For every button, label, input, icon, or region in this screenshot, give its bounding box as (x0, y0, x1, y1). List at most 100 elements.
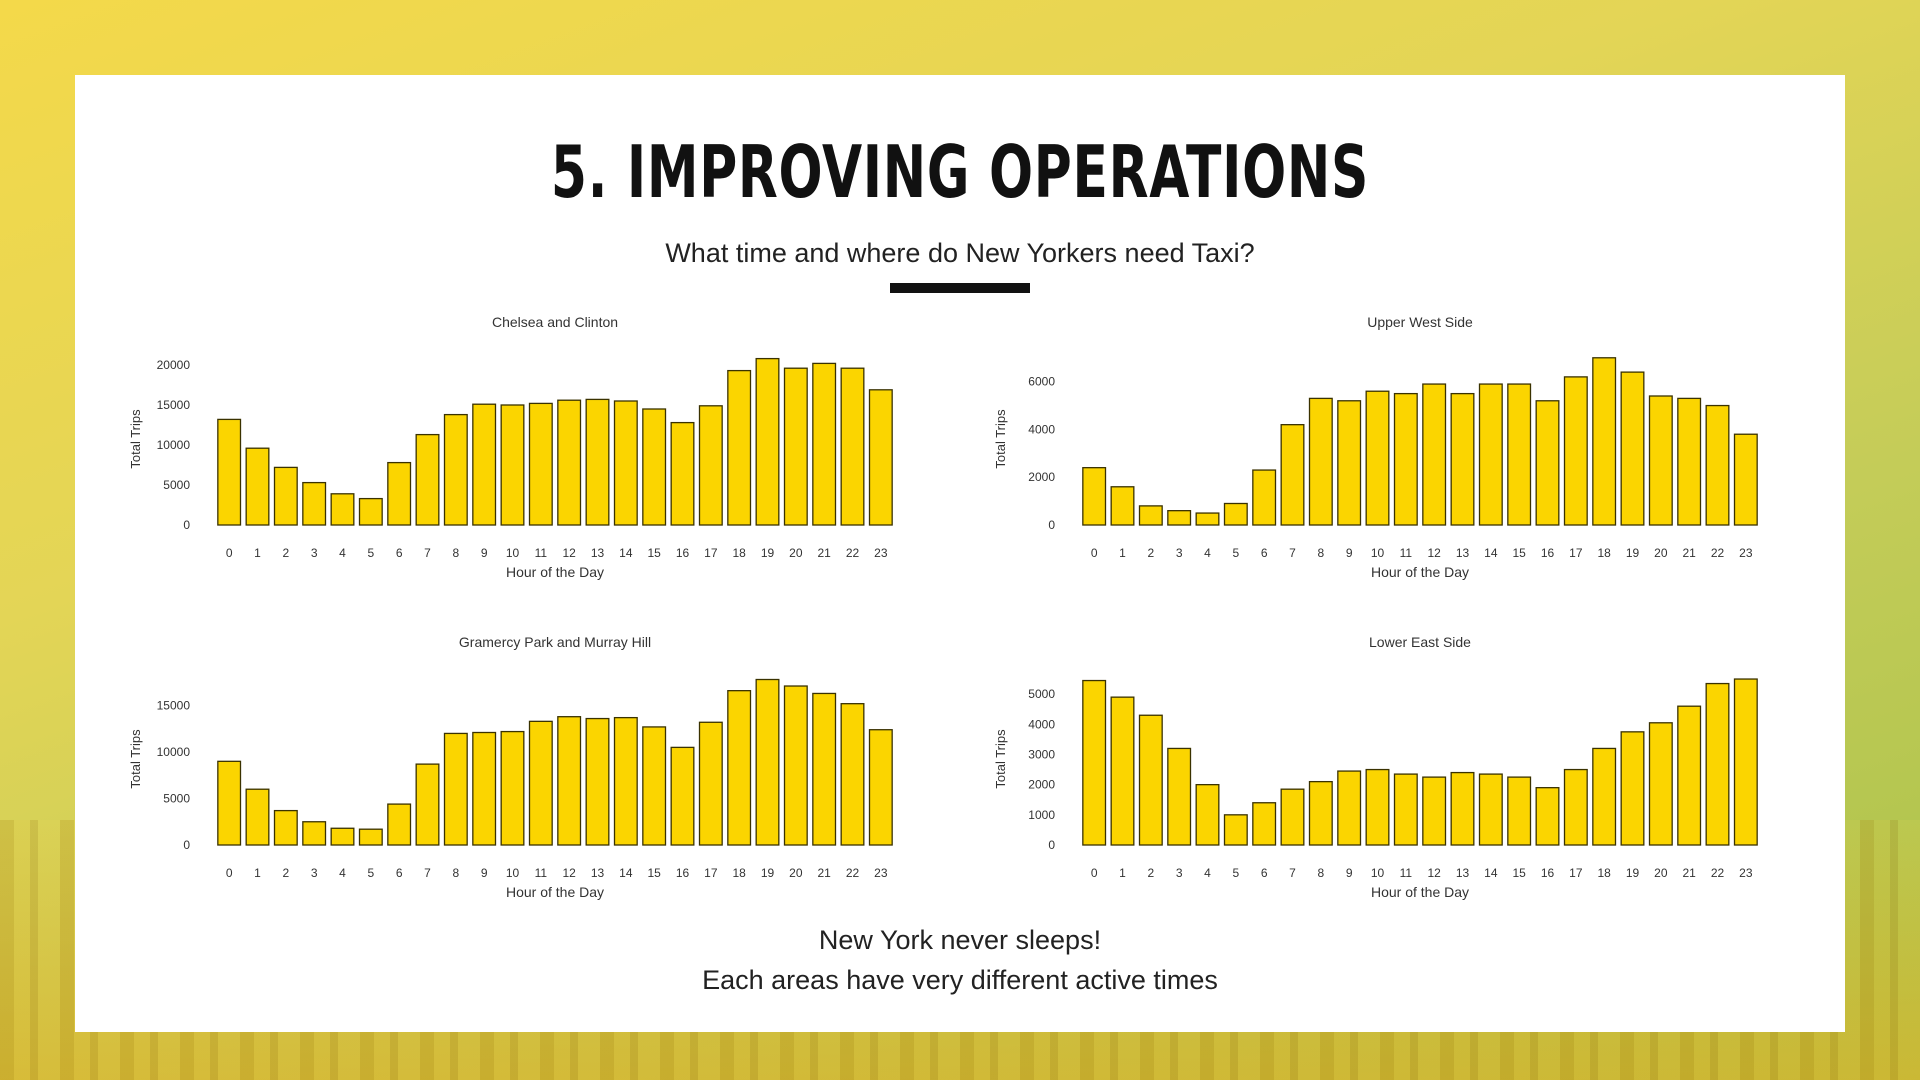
bar-hour-11 (1393, 773, 1418, 846)
x-tick-label: 14 (1484, 866, 1498, 880)
y-tick-label: 0 (1048, 518, 1055, 532)
bar-hour-13 (585, 398, 610, 526)
bar-hour-22 (840, 367, 865, 526)
x-tick-label: 9 (1346, 866, 1353, 880)
x-axis-label: Hour of the Day (506, 564, 604, 580)
x-tick-label: 0 (1091, 866, 1098, 880)
y-tick-label: 2000 (1028, 778, 1055, 792)
bar-hour-21 (812, 692, 837, 846)
y-tick-label: 10000 (157, 438, 191, 452)
x-tick-label: 4 (1204, 546, 1211, 560)
bar-hour-23 (868, 729, 893, 846)
bar-hour-20 (1648, 395, 1673, 526)
bar-hour-8 (443, 413, 468, 526)
x-tick-label: 1 (1119, 866, 1126, 880)
y-tick-label: 5000 (1028, 687, 1055, 701)
x-tick-label: 6 (1261, 546, 1268, 560)
bar-hour-12 (1422, 776, 1447, 846)
bar-hour-19 (755, 357, 780, 526)
bar-hour-2 (1138, 505, 1163, 526)
bar-hour-6 (1252, 469, 1277, 526)
bar-hour-4 (1195, 512, 1220, 526)
bar-hour-12 (557, 399, 582, 526)
bar-hour-5 (1223, 502, 1248, 526)
x-tick-label: 20 (1654, 866, 1668, 880)
x-tick-label: 10 (506, 866, 520, 880)
bar-hour-1 (245, 447, 270, 526)
x-tick-label: 3 (311, 866, 318, 880)
x-tick-label: 23 (1739, 546, 1753, 560)
x-tick-label: 23 (874, 866, 888, 880)
x-tick-label: 20 (789, 866, 803, 880)
chart-svg: Lower East Side Total Trips Hour of the Da… (993, 634, 1758, 900)
x-tick-label: 2 (282, 546, 289, 560)
x-tick-label: 11 (1400, 866, 1413, 880)
x-tick-label: 5 (367, 546, 374, 560)
bar-hour-16 (670, 421, 695, 526)
bar-hour-13 (585, 717, 610, 846)
y-tick-label: 0 (183, 838, 190, 852)
slide-subtitle: What time and where do New Yorkers need … (665, 238, 1255, 268)
bar-hour-18 (727, 369, 752, 526)
x-tick-label: 9 (1346, 546, 1353, 560)
x-tick-label: 6 (1261, 866, 1268, 880)
bar-hour-13 (1450, 392, 1475, 526)
bar-hour-14 (613, 400, 638, 526)
x-tick-label: 7 (424, 546, 431, 560)
bar-hour-14 (1478, 383, 1503, 526)
x-tick-label: 9 (481, 866, 488, 880)
chart-svg: Chelsea and Clinton Total Trips Hour of th… (128, 314, 893, 580)
x-tick-label: 12 (562, 546, 576, 560)
bar-hour-7 (1280, 424, 1305, 526)
x-tick-label: 4 (339, 546, 346, 560)
x-tick-label: 14 (1484, 546, 1498, 560)
bar-hour-23 (1733, 678, 1758, 846)
bar-hour-6 (387, 461, 412, 526)
bar-hour-9 (472, 731, 497, 846)
bar-hour-9 (472, 403, 497, 526)
x-tick-label: 10 (1371, 546, 1385, 560)
x-tick-label: 10 (506, 546, 520, 560)
x-tick-label: 17 (1569, 866, 1583, 880)
x-tick-label: 8 (452, 866, 459, 880)
y-tick-label: 15000 (157, 699, 191, 713)
bar-hour-11 (528, 720, 553, 846)
x-tick-label: 7 (424, 866, 431, 880)
x-tick-label: 17 (1569, 546, 1583, 560)
x-tick-label: 4 (1204, 866, 1211, 880)
x-tick-label: 1 (254, 866, 261, 880)
bar-hour-8 (443, 732, 468, 846)
x-tick-label: 17 (704, 866, 718, 880)
title-divider (890, 283, 1030, 293)
chart-svg: Gramercy Park and Murray Hill Total Trips… (128, 634, 893, 900)
bar-hour-21 (1677, 397, 1702, 526)
bar-hour-1 (1110, 696, 1135, 846)
x-tick-label: 15 (1512, 546, 1526, 560)
bar-hour-21 (1677, 705, 1702, 846)
y-tick-label: 3000 (1028, 747, 1055, 761)
x-tick-label: 11 (535, 546, 548, 560)
x-tick-label: 9 (481, 546, 488, 560)
x-tick-label: 4 (339, 866, 346, 880)
x-tick-label: 13 (591, 866, 605, 880)
x-tick-label: 1 (254, 546, 261, 560)
bar-hour-9 (1337, 400, 1362, 526)
chart-chelsea-and-clinton: Chelsea and Clinton Total Trips Hour of th… (105, 303, 925, 603)
x-tick-label: 20 (789, 546, 803, 560)
x-tick-label: 8 (1317, 546, 1324, 560)
bar-hour-4 (330, 827, 355, 846)
x-tick-label: 19 (761, 866, 775, 880)
x-tick-label: 19 (1626, 546, 1640, 560)
x-tick-label: 19 (1626, 866, 1640, 880)
bar-hour-3 (1167, 510, 1192, 526)
y-tick-label: 5000 (163, 792, 190, 806)
x-tick-label: 18 (1597, 866, 1611, 880)
bar-hour-20 (1648, 722, 1673, 846)
x-tick-label: 21 (817, 866, 831, 880)
y-tick-label: 4000 (1028, 422, 1055, 436)
bar-hour-8 (1308, 780, 1333, 846)
bar-hour-10 (500, 404, 525, 526)
bar-hour-16 (670, 746, 695, 846)
x-tick-label: 3 (1176, 866, 1183, 880)
x-tick-label: 16 (676, 866, 690, 880)
